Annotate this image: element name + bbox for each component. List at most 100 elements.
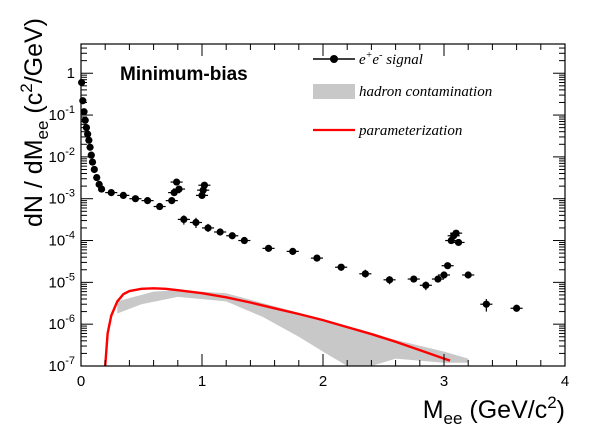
data-marker (168, 197, 176, 205)
data-marker (361, 270, 369, 278)
data-marker (440, 271, 448, 279)
data-marker (88, 158, 97, 166)
data-point (87, 151, 95, 159)
data-point (441, 262, 454, 270)
x-axis-title: Mee (GeV/c2) (423, 393, 565, 428)
parameterization-curve (104, 287, 451, 367)
legend-band-label: hadron contamination (359, 84, 492, 100)
data-point (117, 191, 130, 199)
data-point (452, 238, 465, 247)
y-tick-label: 10-3 (49, 188, 75, 208)
data-marker (107, 188, 115, 197)
y-tick-label: 10-4 (49, 230, 75, 250)
data-marker (454, 238, 463, 247)
data-point (238, 236, 251, 245)
y-tick-label: 10-6 (49, 313, 75, 333)
y-tick-label: 1 (67, 65, 75, 82)
data-marker (79, 97, 87, 105)
data-point (93, 173, 101, 182)
data-marker (452, 229, 460, 237)
data-marker (410, 275, 418, 283)
axis-ticks: 0 1 2 3 4 10-7 10-6 10-5 10-4 10-3 10-2 10-1 1 (49, 43, 569, 390)
data-point (172, 185, 186, 193)
data-point (262, 244, 275, 252)
data-marker (313, 254, 321, 262)
data-marker (156, 202, 164, 211)
data-marker (87, 151, 95, 159)
data-point (450, 229, 463, 237)
data-marker (240, 236, 248, 245)
data-marker (200, 181, 209, 189)
signal-points-layer (78, 78, 523, 312)
data-marker (264, 244, 273, 252)
data-point (153, 202, 166, 211)
legend-signal-marker (330, 55, 338, 63)
data-point (80, 108, 88, 116)
data-point (90, 165, 98, 174)
data-point (141, 197, 154, 205)
data-marker (482, 300, 490, 308)
data-marker (216, 228, 224, 236)
data-point (226, 232, 239, 240)
data-point (170, 178, 183, 186)
data-marker (81, 116, 89, 124)
legend-band-swatch (313, 84, 355, 99)
y-tick-label: 10-2 (49, 146, 75, 166)
data-point (79, 97, 87, 105)
y-tick-label: 10-7 (49, 355, 75, 375)
data-marker (228, 232, 236, 240)
data-point (88, 158, 97, 166)
data-point (437, 271, 451, 279)
data-marker (180, 215, 188, 224)
data-marker (143, 197, 152, 205)
data-marker (337, 263, 345, 271)
data-marker (422, 281, 430, 289)
data-marker (385, 276, 394, 284)
data-point (335, 263, 348, 271)
data-marker (464, 271, 472, 279)
data-point (286, 247, 299, 255)
data-point (81, 116, 89, 124)
x-tick-label: 2 (319, 373, 327, 390)
data-marker (86, 143, 94, 151)
data-marker (119, 191, 127, 199)
data-marker (84, 130, 92, 138)
data-point (202, 223, 215, 232)
data-point (407, 275, 420, 283)
x-tick-label: 3 (440, 373, 448, 390)
y-axis-title: dN / dMee (c2/GeV) (17, 18, 52, 227)
x-tick-label: 0 (77, 373, 85, 390)
data-marker (85, 136, 93, 144)
x-tick-label: 1 (198, 373, 206, 390)
hadron-contamination-band (117, 290, 469, 366)
data-point (177, 215, 190, 225)
data-point (97, 185, 106, 193)
data-point (419, 281, 432, 291)
data-marker (172, 178, 181, 186)
data-marker (131, 195, 140, 203)
data-marker (434, 275, 442, 283)
legend-signal-label: e+e- signal (359, 50, 423, 68)
data-marker (289, 247, 297, 255)
data-point (198, 181, 211, 189)
data-marker (204, 224, 212, 232)
data-point (105, 188, 118, 197)
data-marker (93, 173, 101, 182)
parameterization-line-layer (104, 287, 451, 367)
data-point (129, 195, 142, 203)
y-tick-label: 10-5 (49, 271, 75, 291)
data-point (431, 275, 444, 283)
data-point (359, 269, 372, 278)
x-tick-label: 4 (561, 373, 569, 390)
data-point (165, 197, 178, 205)
data-point (84, 130, 92, 138)
legend: e+e- signal hadron contamination paramet… (313, 50, 492, 139)
data-point (510, 304, 523, 312)
annotation-minimum-bias: Minimum-bias (120, 64, 248, 85)
data-point (86, 143, 94, 151)
data-point (214, 228, 227, 236)
y-tick-label: 10-1 (49, 104, 75, 124)
data-marker (80, 108, 88, 116)
data-point (383, 276, 396, 285)
